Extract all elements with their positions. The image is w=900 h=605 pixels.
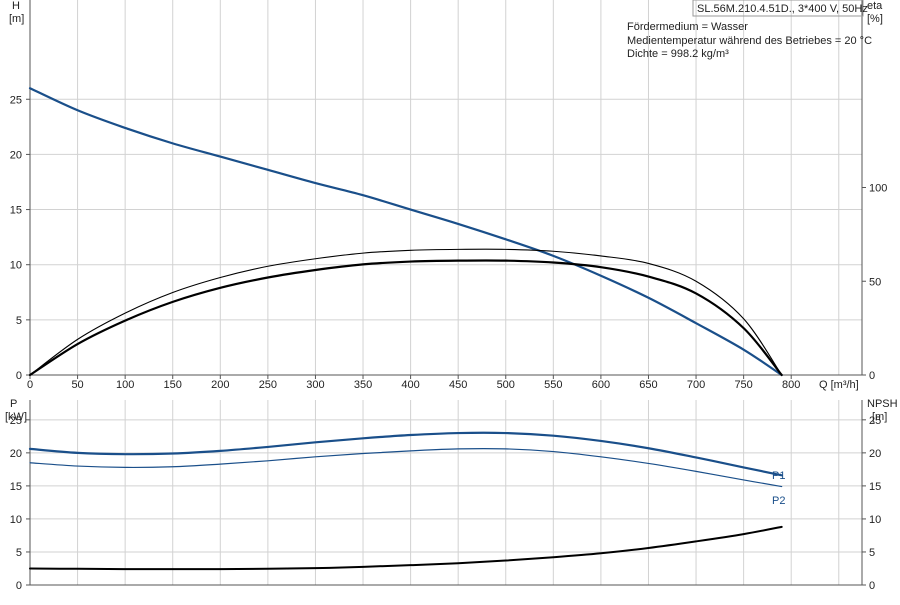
- info-line-medium: Fördermedium = Wasser: [627, 21, 748, 33]
- left-y-tick-label: 25: [10, 415, 22, 427]
- x-tick-label: 450: [449, 379, 467, 391]
- head-axis-title: H: [12, 0, 20, 12]
- x-tick-label: 250: [259, 379, 277, 391]
- x-tick-label: 800: [782, 379, 800, 391]
- series-eta_thin-line: [29, 248, 783, 376]
- left-y-tick-label: 10: [10, 260, 22, 272]
- right-y-tick-label: 15: [869, 481, 881, 493]
- right-y-tick-label: 50: [869, 276, 881, 288]
- x-tick-label: 700: [687, 379, 705, 391]
- series-layer: [28, 87, 783, 571]
- x-tick-label: 200: [211, 379, 229, 391]
- left-y-tick-label: 0: [16, 580, 22, 592]
- series-npsh-line: [29, 525, 783, 571]
- x-tick-label: 650: [639, 379, 657, 391]
- left-y-tick-label: 10: [10, 514, 22, 526]
- label-layer: SL.56M.210.4.51D., 3*400 V, 50Hz Förderm…: [5, 0, 898, 507]
- title-box: [692, 0, 864, 17]
- info-line-density: Dichte = 998.2 kg/m³: [627, 48, 729, 60]
- left-y-tick-label: 15: [10, 205, 22, 217]
- x-tick-label: 750: [734, 379, 752, 391]
- info-line-temperature: Medientemperatur während des Betriebes =…: [627, 35, 872, 47]
- x-tick-label: 400: [401, 379, 419, 391]
- right-y-tick-label: 0: [869, 580, 875, 592]
- left-y-tick-label: 15: [10, 481, 22, 493]
- left-y-tick-label: 5: [16, 547, 22, 559]
- right-y-tick-label: 5: [869, 547, 875, 559]
- x-tick-label: 600: [592, 379, 610, 391]
- left-y-tick-label: 25: [10, 94, 22, 106]
- npsh-axis-title: NPSH: [867, 398, 898, 410]
- flow-axis-label: Q [m³/h]: [819, 379, 859, 391]
- left-y-tick-label: 20: [10, 448, 22, 460]
- left-y-tick-label: 5: [16, 315, 22, 327]
- right-y-tick-label: 100: [869, 183, 887, 195]
- x-tick-label: 0: [27, 379, 33, 391]
- right-y-tick-label: 25: [869, 415, 881, 427]
- series-eta_thick-line: [28, 259, 783, 377]
- series-label-p1: P1: [772, 470, 785, 482]
- power-axis-title: P: [10, 398, 17, 410]
- series-label-p2: P2: [772, 495, 785, 507]
- eta-axis-unit: [%]: [867, 13, 883, 25]
- x-tick-label: 350: [354, 379, 372, 391]
- power-axis-unit: [kW]: [5, 411, 27, 423]
- right-y-tick-label: 0: [869, 370, 875, 382]
- axis-layer: 0 50 100 150 200 250 300 350 400 450 500 550 600 650 7…: [10, 0, 887, 592]
- grid-layer: [30, 0, 862, 585]
- left-y-tick-label: 0: [16, 370, 22, 382]
- left-y-tick-label: 20: [10, 149, 22, 161]
- right-y-tick-label: 10: [869, 514, 881, 526]
- series-p2-line: [29, 448, 783, 488]
- x-tick-label: 100: [116, 379, 134, 391]
- eta-axis-title: eta: [867, 0, 883, 12]
- head-axis-unit: [m]: [9, 13, 24, 25]
- right-y-tick-label: 20: [869, 448, 881, 460]
- x-tick-label: 50: [71, 379, 83, 391]
- x-tick-label: 500: [497, 379, 515, 391]
- chart-title: SL.56M.210.4.51D., 3*400 V, 50Hz: [697, 3, 868, 15]
- x-tick-label: 150: [164, 379, 182, 391]
- npsh-axis-unit: [m]: [872, 411, 887, 423]
- x-tick-label: 300: [306, 379, 324, 391]
- series-head-line: [28, 87, 783, 377]
- x-tick-label: 550: [544, 379, 562, 391]
- series-p1-line: [28, 431, 783, 477]
